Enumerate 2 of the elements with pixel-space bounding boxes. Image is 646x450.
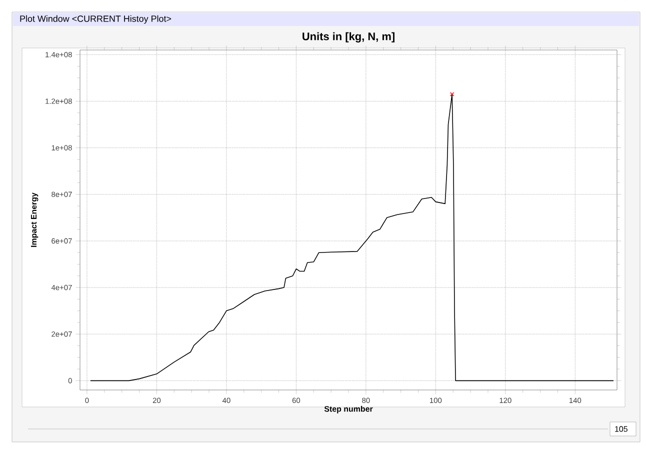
chart-title: Units in [kg, N, m] xyxy=(302,32,394,42)
text: Plot Window <CURRENT Histoy Plot> xyxy=(20,15,172,24)
